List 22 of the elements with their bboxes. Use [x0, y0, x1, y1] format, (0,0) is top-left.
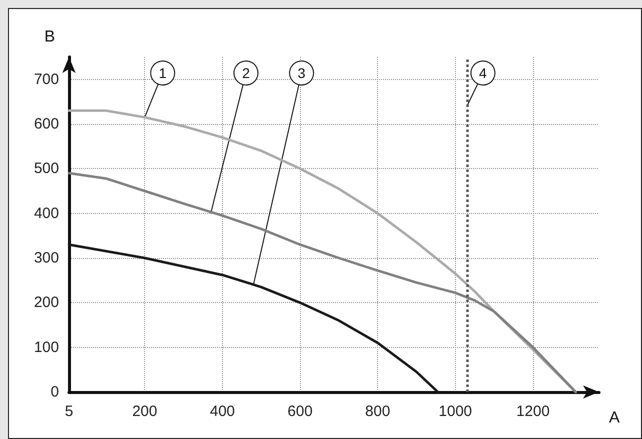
x-tick-label: 400: [210, 403, 235, 420]
y-tick-label: 200: [34, 294, 59, 312]
x-tick-label: 1200: [516, 403, 550, 420]
y-axis-title: B: [44, 28, 55, 46]
y-tick-label: 100: [34, 338, 59, 356]
x-tick-label: 800: [365, 403, 390, 420]
y-tick-label: 600: [34, 116, 59, 132]
y-tick-label: 300: [34, 250, 59, 266]
annotation: 1: [158, 65, 167, 81]
y-tick-label: 700: [34, 70, 59, 88]
x-tick-label: 200: [132, 403, 158, 420]
y-tick-label: 500: [34, 160, 59, 178]
x-tick-label: 600: [288, 403, 313, 420]
y-tick-label: 0: [50, 384, 59, 400]
x-tick-label: 5: [64, 403, 74, 420]
x-tick-label: 1000: [438, 403, 472, 420]
annotation: 2: [242, 65, 250, 81]
annotation: 3: [298, 65, 306, 81]
annotation: 4: [479, 65, 488, 81]
x-axis-title: A: [609, 410, 620, 426]
y-tick-label: 400: [34, 204, 59, 222]
line-series: [68, 172, 577, 394]
